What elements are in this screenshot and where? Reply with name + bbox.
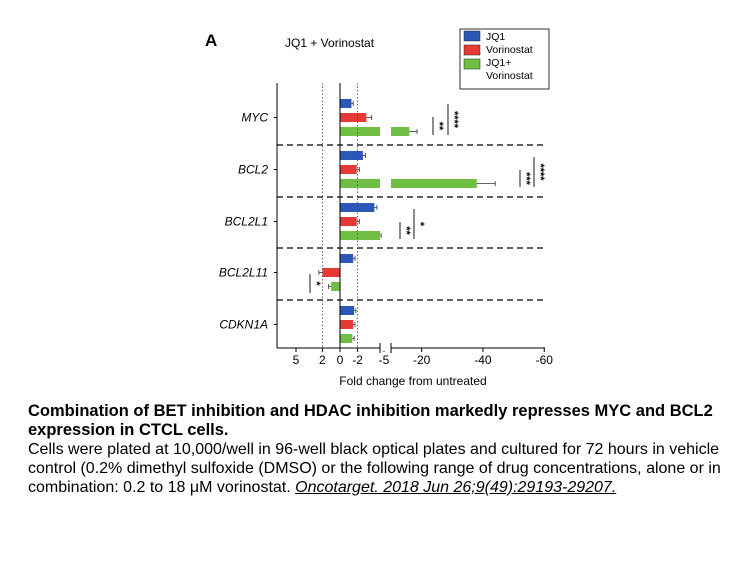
category-label: BCL2 [238,163,268,177]
caption-title: Combination of BET inhibition and HDAC i… [28,402,713,439]
bar [340,99,352,108]
category-label: CDKN1A [219,318,268,332]
x-tick-label: 0 [337,353,344,367]
x-tick-label: 2 [319,353,326,367]
bar-break-gap [380,230,391,241]
axis-break-gap [380,346,391,351]
category-label: BCL2L11 [219,266,268,280]
citation-link[interactable]: Oncotarget. 2018 Jun 26;9(49):29193-2920… [295,479,617,496]
significance-label: * [414,222,426,227]
category-label: MYC [241,111,268,125]
legend-swatch [463,44,481,56]
significance-label: ** [433,122,445,131]
legend-label: Vorinostat [486,44,533,56]
x-tick-label: -20 [413,353,431,367]
figure-caption: Combination of BET inhibition and HDAC i… [28,402,743,497]
x-tick-label: -60 [536,353,554,367]
x-tick-label: -40 [474,353,492,367]
bar [340,334,353,343]
bar [331,282,340,291]
legend-swatch [463,58,481,70]
bar-break-gap [380,126,391,137]
category-label: BCL2L1 [225,215,268,229]
legend-label: Vorinostat [486,70,533,82]
caption-text: Cells were plated at 10,000/well in 96-w… [28,441,721,496]
bar-break-gap [380,178,391,189]
bar [340,151,363,160]
bar [340,203,375,212]
significance-label: ** [400,226,412,235]
bar [340,306,355,315]
x-axis: 5 2 0 -2 -5 -20 -40 -60 [276,83,554,367]
legend-label: JQ1 [486,31,505,43]
significance-label: * [310,281,322,286]
panel-label: A [205,31,217,50]
bar [340,127,410,136]
chart-title: JQ1 + Vorinostat [285,36,375,50]
bar [340,165,357,174]
bar [340,217,357,226]
x-tick-label: -5 [379,353,390,367]
bar [340,231,381,240]
bar [340,113,367,122]
legend-label: JQ1+ [486,57,511,69]
x-axis-label: Fold change from untreated [339,374,486,388]
significance-label: **** [448,111,460,129]
significance-label: **** [534,163,546,181]
significance-label: *** [520,172,532,186]
bar [322,268,340,277]
x-tick-label: 5 [293,353,300,367]
caption-body: Cells were plated at 10,000/well in 96-w… [28,440,743,497]
x-tick-label: -2 [352,353,363,367]
bar [340,254,354,263]
legend-swatch [463,30,481,42]
bar [340,320,354,329]
bar [340,179,477,188]
